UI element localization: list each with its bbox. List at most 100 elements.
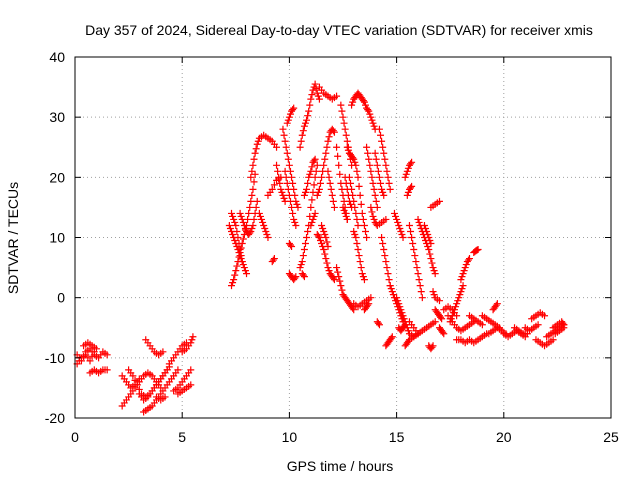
data-point [449,309,457,317]
data-point [336,170,344,178]
data-point [342,212,350,220]
data-point [308,163,316,171]
data-point [359,273,367,281]
data-point [355,182,363,190]
data-point [360,98,368,106]
data-point [320,246,328,254]
data-point [363,234,371,241]
data-point [357,264,365,272]
data-point [454,297,462,305]
data-point [315,185,323,193]
data-point [250,155,258,163]
data-point [428,259,436,267]
data-point [232,221,240,229]
data-point [350,155,358,163]
data-point [239,218,247,226]
x-tick-label: 15 [389,429,405,445]
data-point [339,203,347,211]
data-point [246,203,254,211]
data-point [315,234,323,241]
data-point [286,110,294,118]
data-point [283,179,291,187]
data-point [228,282,236,290]
data-point [232,267,240,275]
data-point [415,218,423,226]
data-point [381,155,389,163]
data-point [368,173,376,181]
data-point [464,256,472,264]
data-point [285,113,293,121]
data-point [473,246,481,254]
data-point [343,143,351,151]
data-point [261,224,269,232]
data-point [367,113,375,121]
data-point [462,261,470,269]
data-point [188,336,196,344]
data-point [92,345,100,353]
data-point [398,230,406,238]
y-tick-label: -20 [45,410,65,426]
data-point [388,288,396,296]
data-point [318,221,326,229]
data-point [239,235,247,243]
data-point [393,215,401,223]
data-point [282,173,290,181]
data-point [412,258,420,266]
data-point [249,161,257,169]
data-point [315,95,323,103]
data-point [231,271,239,279]
data-point [425,234,433,241]
data-point [456,291,464,299]
data-point [450,306,458,314]
data-point [103,366,111,374]
data-point [279,191,287,199]
data-point [365,300,373,308]
x-tick-label: 20 [496,429,512,445]
data-point [399,234,407,241]
data-point [405,221,413,229]
data-point [390,209,398,217]
data-point [231,218,239,226]
data-point [409,240,417,248]
data-point [420,221,428,229]
data-point [299,127,307,135]
data-point [248,167,256,175]
data-point [311,209,319,217]
data-point [371,191,379,199]
data-point [263,230,271,238]
data-point [425,246,433,254]
data-point [308,218,316,226]
data-point [349,154,357,162]
data-point [254,137,262,145]
data-point [251,149,259,157]
data-point [417,288,425,296]
data-point [458,285,466,293]
data-point [237,212,245,220]
data-point [283,149,291,157]
data-point [350,306,358,314]
data-point [284,116,292,124]
data-point [238,258,246,266]
data-point [369,212,377,220]
data-point [278,188,286,196]
data-point [365,107,373,115]
data-point [133,381,141,389]
data-point [286,197,294,205]
data-point [324,243,332,251]
data-point [360,276,368,284]
data-point [307,203,315,211]
data-point [235,240,243,248]
data-point [353,215,361,223]
data-point [377,131,385,139]
data-point [386,282,394,290]
data-point [230,215,238,223]
data-point [404,188,412,196]
data-point [300,191,308,199]
data-point [310,212,318,220]
data-point [424,243,432,251]
data-point [308,196,316,204]
data-point [384,270,392,278]
data-point [407,184,415,192]
data-point [374,319,382,327]
data-point [258,215,266,223]
